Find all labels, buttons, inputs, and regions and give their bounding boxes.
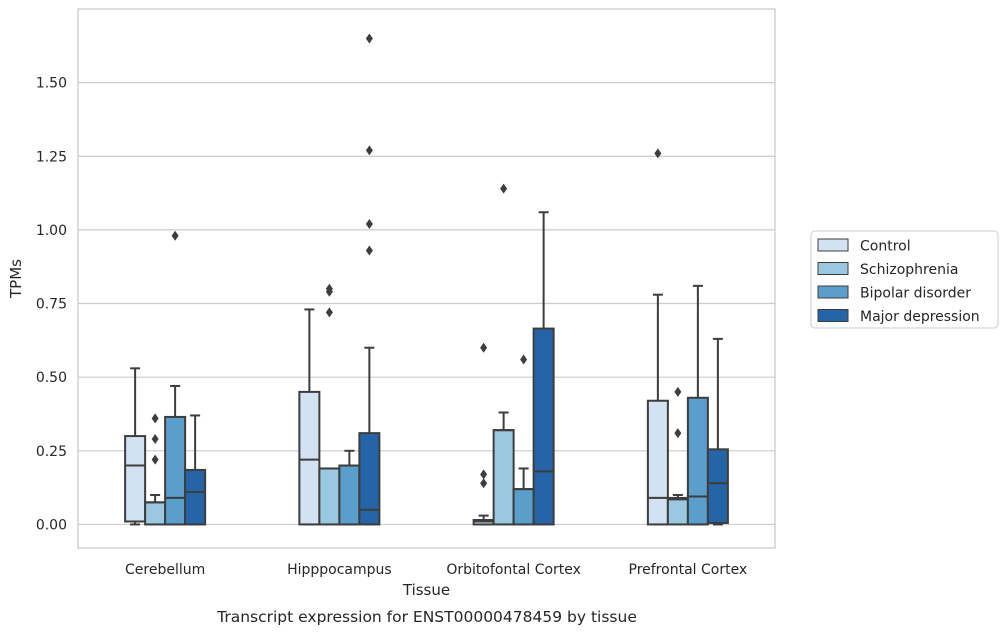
box-schizophrenia-1	[318, 283, 341, 526]
x-tick-label-hipppocampus: Hipppocampus	[287, 562, 392, 578]
outlier-point	[480, 469, 488, 480]
legend-label-bipolar-disorder: Bipolar disorder	[860, 286, 971, 302]
outlier-point	[365, 33, 373, 44]
y-tick-label-0.50: 0.50	[36, 370, 67, 386]
box-body	[706, 448, 729, 524]
chart-caption: Transcript expression for ENST0000047845…	[216, 608, 637, 626]
y-axis-ticks: 0.00 0.25 0.50 0.75 1.00 1.25 1.50	[36, 76, 67, 534]
box-major-depression-3	[706, 337, 729, 526]
box-body	[666, 496, 689, 526]
box-bipolar-disorder-1	[338, 449, 361, 526]
outlier-point	[365, 245, 373, 256]
outlier-point	[151, 434, 159, 445]
box-major-depression-2	[532, 211, 555, 526]
outlier-point	[151, 454, 159, 465]
box-body	[492, 429, 515, 526]
legend-frame	[810, 230, 999, 329]
y-tick-label-0.25: 0.25	[36, 444, 67, 460]
box-body	[124, 435, 147, 523]
outlier-point	[171, 230, 179, 241]
box-body	[184, 468, 207, 526]
legend-label-control: Control	[860, 239, 911, 255]
y-tick-label-1.25: 1.25	[36, 149, 67, 165]
box-body	[646, 399, 669, 526]
box-body	[318, 467, 341, 526]
outlier-point	[674, 386, 682, 397]
box-control-0	[124, 367, 147, 526]
box-plot-area	[124, 33, 729, 526]
legend-swatch-schizophrenia	[817, 262, 849, 275]
box-schizophrenia-3	[666, 386, 689, 526]
box-major-depression-0	[184, 414, 207, 526]
box-control-2	[472, 342, 495, 526]
box-body	[686, 396, 709, 526]
y-tick-label-1.00: 1.00	[36, 223, 67, 239]
box-body	[338, 464, 361, 526]
outlier-point	[365, 219, 373, 230]
outlier-point	[480, 478, 488, 489]
box-body	[532, 327, 555, 526]
outlier-point	[500, 183, 508, 194]
box-bipolar-disorder-0	[164, 230, 187, 526]
box-bipolar-disorder-2	[512, 354, 535, 526]
x-tick-label-prefrontal-cortex: Prefrontal Cortex	[629, 562, 748, 578]
outlier-point	[674, 428, 682, 439]
box-body	[298, 390, 321, 526]
box-body	[164, 415, 187, 526]
x-axis-ticks: Cerebellum Hipppocampus Orbitofontal Corte…	[125, 562, 747, 578]
legend-label-major-depression: Major depression	[860, 309, 980, 325]
legend-swatch-control	[817, 238, 849, 252]
outlier-point	[325, 283, 333, 294]
y-tick-label-0.75: 0.75	[36, 297, 67, 313]
legend-swatch-major-depression	[817, 309, 849, 322]
plot-frame	[77, 8, 776, 549]
outlier-point	[365, 145, 373, 156]
box-bipolar-disorder-3	[686, 284, 709, 526]
legend: Control Schizophrenia Bipolar disorder Majo…	[810, 230, 999, 329]
x-axis-title: Tissue	[402, 581, 450, 599]
outlier-point	[654, 148, 662, 159]
box-body	[512, 488, 535, 526]
outlier-point	[480, 342, 488, 353]
legend-label-schizophrenia: Schizophrenia	[860, 262, 958, 278]
box-schizophrenia-2	[492, 183, 515, 526]
legend-swatch-bipolar-disorder	[817, 285, 849, 299]
x-tick-label-orbitofontal-cortex: Orbitofontal Cortex	[446, 562, 581, 578]
outlier-point	[325, 307, 333, 318]
x-tick-label-cerebellum: Cerebellum	[125, 562, 205, 578]
outlier-point	[520, 354, 528, 365]
box-body	[358, 432, 381, 526]
y-axis-title: TPMs	[7, 259, 25, 299]
box-schizophrenia-0	[144, 413, 167, 526]
box-body	[144, 501, 167, 526]
box-control-3	[646, 148, 669, 526]
box-control-1	[298, 308, 321, 526]
y-tick-label-1.50: 1.50	[36, 76, 67, 92]
box-major-depression-1	[358, 33, 381, 526]
y-tick-label-0.00: 0.00	[36, 517, 67, 533]
outlier-point	[151, 413, 159, 424]
